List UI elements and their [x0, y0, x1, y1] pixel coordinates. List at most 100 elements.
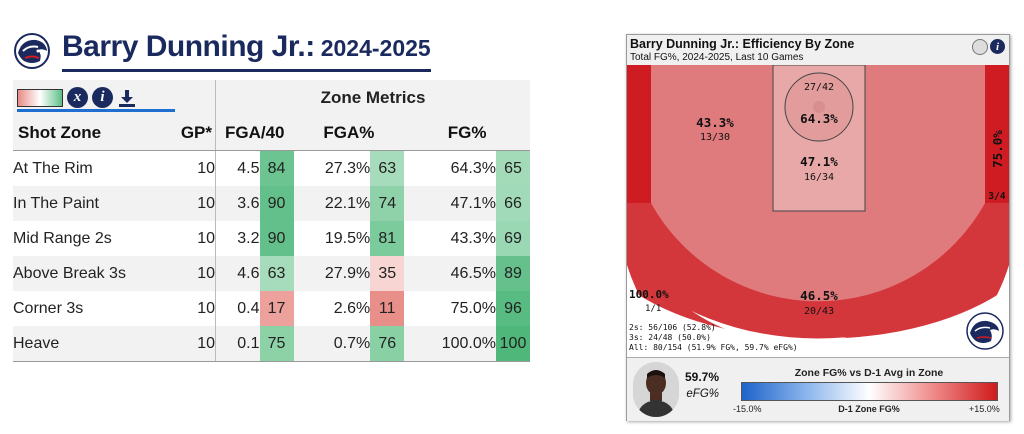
- summary-all: All: 80/154 (51.9% FG%, 59.7% eFG%): [629, 343, 798, 352]
- efficiency-panel: Barry Dunning Jr.: Efficiency By Zone To…: [626, 34, 1010, 421]
- paint-pct: 47.1%: [800, 154, 838, 169]
- paint-made-att: 16/34: [804, 172, 834, 183]
- fga40-percentile-cell: 90: [259, 186, 294, 221]
- fgpct-percentile-cell: 100: [496, 326, 530, 362]
- fga40-cell: 4.6: [214, 256, 260, 291]
- col-fga40[interactable]: FGA/40: [214, 115, 294, 151]
- fgpct-cell: 46.5%: [404, 256, 496, 291]
- fga40-cell: 4.5: [214, 150, 260, 186]
- player-photo-icon: [633, 362, 679, 417]
- page-title: Barry Dunning Jr.: 2024-2025: [62, 30, 431, 72]
- hoop-marker: [813, 101, 825, 113]
- chart-title: Barry Dunning Jr.: Efficiency By Zone: [630, 37, 855, 51]
- fgapct-cell: 2.6%: [333, 299, 371, 317]
- gp-cell: 10: [197, 299, 215, 317]
- fgpct-cell: 64.3%: [450, 159, 496, 177]
- col-shot-zone[interactable]: Shot Zone: [13, 115, 162, 151]
- info-icon[interactable]: i: [990, 39, 1005, 54]
- fgapct-cell: 27.3%: [324, 159, 371, 177]
- panel-header: Barry Dunning Jr.: Efficiency By Zone To…: [627, 35, 1009, 65]
- fgapct-percentile-cell: 11: [370, 291, 405, 326]
- zone-heave: [627, 287, 1009, 357]
- fgapct-percentile-cell: 35: [370, 256, 405, 291]
- mid-made-att: 13/30: [700, 132, 730, 143]
- table-row: Heave 10 0.1 75 0.7% 76 100.0% 100: [13, 326, 530, 362]
- above-break-3-pct: 46.5%: [800, 288, 838, 303]
- fgpct-cell: 43.3%: [450, 229, 496, 247]
- zone-cell: Mid Range 2s: [13, 229, 112, 247]
- heave-pct: 100.0%: [629, 288, 669, 301]
- gp-cell: 10: [162, 256, 216, 291]
- chart-subtitle: Total FG%, 2024-2025, Last 10 Games: [630, 52, 804, 63]
- fga40-percentile-cell: 75: [259, 326, 294, 362]
- player-headshot: [633, 362, 679, 417]
- tools-underline: [17, 109, 175, 112]
- fga40-percentile-cell: 84: [259, 150, 294, 186]
- col-gp[interactable]: GP*: [162, 115, 216, 151]
- color-scale-bar: [741, 382, 998, 401]
- toggle-circle-icon[interactable]: [972, 39, 988, 55]
- summary-threes: 3s: 24/48 (50.0%): [629, 333, 711, 342]
- fgpct-percentile-cell: 66: [496, 186, 530, 221]
- fgapct-percentile-cell: 74: [370, 186, 405, 221]
- zone-metrics-header: Zone Metrics: [215, 80, 530, 115]
- fgpct-cell: 75.0%: [450, 299, 496, 317]
- heave-made-att: 1/1: [645, 304, 661, 314]
- jaguar-logo-small-icon: [966, 312, 1004, 350]
- table-row: Mid Range 2s 10 3.2 90 19.5% 81 43.3% 69: [13, 221, 530, 256]
- zone-corner-3-left: [627, 65, 651, 203]
- scale-min: -15.0%: [733, 404, 762, 414]
- fga40-cell: 3.2: [214, 221, 260, 256]
- col-fgapct[interactable]: FGA%: [293, 115, 405, 151]
- fga40-percentile-cell: 63: [259, 256, 294, 291]
- fgapct-cell: 0.7%: [293, 326, 371, 362]
- fgapct-cell: 27.9%: [293, 256, 371, 291]
- fgapct-cell: 22.1%: [293, 186, 371, 221]
- fgapct-percentile-cell: 81: [370, 221, 405, 256]
- zone-corner-3-right: [985, 65, 1009, 203]
- zone-cell: In The Paint: [13, 186, 162, 221]
- fga40-percentile-cell: 90: [259, 221, 294, 256]
- mid-pct: 43.3%: [696, 115, 734, 130]
- gp-cell: 10: [197, 159, 215, 177]
- court-chart: 27/42 64.3% 47.1% 16/34 43.3% 13/30 46.5…: [627, 65, 1009, 357]
- scale-title: Zone FG% vs D-1 Avg in Zone: [794, 367, 944, 379]
- above-break-3-made-att: 20/43: [804, 306, 834, 317]
- shot-zone-table: x i Zone Metrics Shot Zone GP* FGA/40 FG…: [13, 80, 530, 362]
- zone-cell: Corner 3s: [13, 299, 84, 317]
- efg-label: eFG%: [686, 388, 719, 400]
- fgpct-percentile-cell: 69: [496, 221, 530, 256]
- fgpct-percentile-cell: 96: [496, 291, 530, 326]
- season-label: 2024-2025: [320, 35, 431, 61]
- rim-made-att: 27/42: [804, 82, 834, 93]
- fga40-percentile-cell: 17: [259, 291, 294, 326]
- corner-3-made-att: 3/4: [988, 191, 1005, 202]
- fga40-cell: 3.6: [214, 186, 260, 221]
- fgpct-percentile-cell: 89: [496, 256, 530, 291]
- summary-twos: 2s: 56/106 (52.8%): [629, 323, 716, 332]
- fgapct-percentile-cell: 63: [370, 150, 405, 186]
- info-icon[interactable]: i: [92, 87, 113, 108]
- corner-3-pct: 75.0%: [990, 130, 1005, 168]
- efg-value: 59.7%: [684, 370, 719, 384]
- fgpct-cell: 100.0%: [404, 326, 496, 362]
- jaguar-logo-icon: [14, 33, 50, 69]
- zone-cell: Heave: [13, 326, 162, 362]
- rim-pct: 64.3%: [800, 111, 838, 126]
- stat-icon[interactable]: x: [67, 87, 88, 108]
- download-icon[interactable]: [117, 88, 137, 108]
- table-row: Above Break 3s 10 4.6 63 27.9% 35 46.5% 89: [13, 256, 530, 291]
- fgapct-percentile-cell: 76: [370, 326, 405, 362]
- fga40-cell: 0.4: [214, 291, 260, 326]
- fgapct-cell: 19.5%: [324, 229, 371, 247]
- col-fgpct[interactable]: FG%: [404, 115, 530, 151]
- gp-cell: 10: [197, 229, 215, 247]
- zone-cell: At The Rim: [13, 159, 93, 177]
- table-row: At The Rim 10 4.5 84 27.3% 63 64.3% 65: [13, 150, 530, 186]
- player-header: Barry Dunning Jr.: 2024-2025: [12, 30, 431, 72]
- gp-cell: 10: [162, 186, 216, 221]
- player-name: Barry Dunning Jr.:: [62, 30, 315, 63]
- panel-footer: 59.7% eFG% Zone FG% vs D-1 Avg in Zone -…: [627, 357, 1009, 421]
- table-tools: x i: [13, 80, 216, 115]
- fga40-cell: 0.1: [214, 326, 260, 362]
